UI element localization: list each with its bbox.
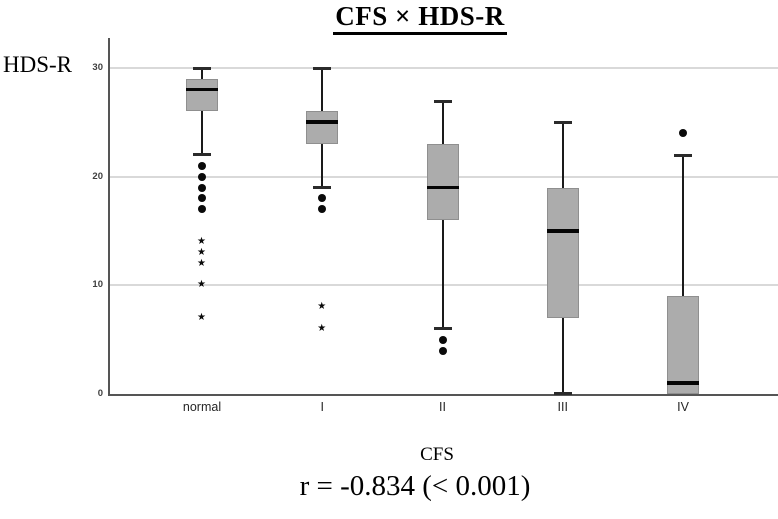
outlier-dot-icon bbox=[198, 205, 206, 214]
y-tick-label: 20 bbox=[92, 170, 103, 182]
chart-title-text: CFS × HDS-R bbox=[333, 1, 507, 35]
whisker-line bbox=[682, 154, 684, 394]
box-iqr bbox=[426, 144, 459, 221]
extreme-star-icon: ★ bbox=[197, 257, 206, 269]
median-line bbox=[546, 229, 579, 233]
box-iqr bbox=[306, 111, 339, 145]
outlier-dot-icon bbox=[679, 129, 687, 138]
whisker-cap-high bbox=[313, 67, 332, 70]
chart-title: CFS × HDS-R bbox=[31, 1, 778, 35]
x-axis-line bbox=[108, 394, 778, 396]
outlier-dot-icon bbox=[438, 335, 447, 344]
whisker-cap-low bbox=[193, 152, 211, 156]
median-line bbox=[426, 185, 459, 190]
extreme-star-icon: ★ bbox=[317, 322, 327, 334]
extreme-star-icon: ★ bbox=[197, 311, 206, 323]
outlier-dot-icon bbox=[198, 172, 206, 181]
box-iqr bbox=[667, 296, 699, 394]
outlier-dot-icon bbox=[198, 161, 206, 170]
whisker-line bbox=[201, 68, 203, 155]
y-tick-label: 30 bbox=[92, 62, 103, 73]
outlier-dot-icon bbox=[318, 205, 327, 214]
x-tick-label: I bbox=[320, 400, 324, 414]
y-gridline bbox=[108, 67, 778, 69]
whisker-cap-high bbox=[193, 67, 211, 70]
y-tick-label: 10 bbox=[92, 279, 103, 291]
whisker-cap-low bbox=[433, 326, 452, 330]
x-tick-label: normal bbox=[182, 400, 222, 414]
x-axis-title: CFS bbox=[420, 444, 454, 465]
y-axis-title: HDS-R bbox=[3, 52, 73, 77]
whisker-cap-high bbox=[433, 99, 452, 103]
extreme-star-icon: ★ bbox=[197, 235, 206, 247]
extreme-star-icon: ★ bbox=[197, 246, 206, 258]
x-tick-label: IV bbox=[677, 400, 689, 414]
outlier-dot-icon bbox=[438, 346, 447, 355]
whisker-cap-low bbox=[553, 392, 572, 395]
correlation-annotation: r = -0.834 (< 0.001) bbox=[299, 470, 531, 502]
box-iqr bbox=[186, 78, 218, 112]
whisker-cap-high bbox=[674, 153, 692, 157]
plot-area: 0 10 20 30 ★ ★ ★ ★ ★ normal ★ ★ I II III IV bbox=[92, 38, 778, 414]
whisker-cap-high bbox=[553, 121, 572, 125]
extreme-star-icon: ★ bbox=[317, 301, 327, 313]
outlier-dot-icon bbox=[198, 194, 206, 203]
x-tick-label: II bbox=[439, 400, 446, 414]
outlier-dot-icon bbox=[318, 194, 327, 203]
extreme-star-icon: ★ bbox=[197, 279, 206, 291]
median-line bbox=[667, 381, 699, 385]
whisker-cap-low bbox=[313, 185, 332, 189]
outlier-dot-icon bbox=[198, 183, 206, 192]
box-iqr bbox=[546, 187, 579, 318]
x-tick-label: III bbox=[557, 400, 568, 414]
y-tick-label: 0 bbox=[97, 388, 103, 399]
median-line bbox=[306, 120, 339, 124]
y-axis-line bbox=[108, 38, 110, 396]
median-line bbox=[186, 87, 218, 92]
